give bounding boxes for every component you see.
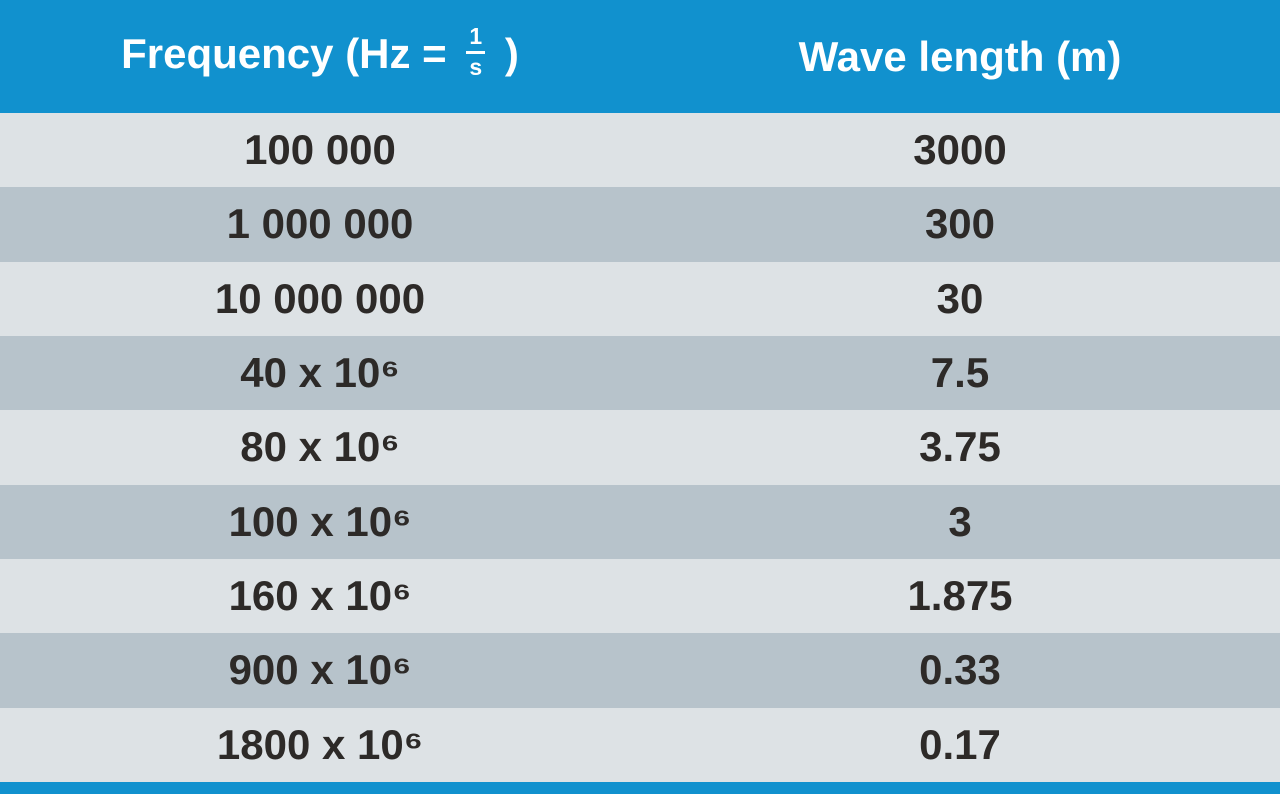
table-header: Frequency (Hz = 1 s ) Wave length (m) [0, 0, 1280, 113]
table-row: 100 000 3000 [0, 113, 1280, 188]
one-over-s-fraction: 1 s [466, 24, 486, 80]
frequency-cell: 100 x 10⁶ [228, 497, 412, 545]
wavelength-cell: 3 [948, 497, 972, 545]
table-row: 10 000 000 30 [0, 261, 1280, 336]
frequency-cell: 160 x 10⁶ [228, 572, 412, 620]
table-row: 160 x 10⁶ 1.875 [0, 558, 1280, 634]
frequency-header-suffix: ) [504, 29, 519, 77]
wavelength-cell: 1.875 [907, 572, 1013, 620]
table-row: 1 000 000 300 [0, 187, 1280, 262]
wavelength-cell: 0.33 [919, 646, 1001, 694]
wavelength-cell: 7.5 [930, 349, 990, 397]
wavelength-cell: 0.17 [919, 720, 1001, 768]
wavelength-cell: 3000 [913, 126, 1007, 174]
frequency-cell: 80 x 10⁶ [240, 423, 400, 471]
wavelength-cell: 300 [924, 200, 996, 248]
frequency-column-header: Frequency (Hz = 1 s ) [0, 24, 640, 84]
table-row: 80 x 10⁶ 3.75 [0, 410, 1280, 485]
frequency-cell: 10 000 000 [214, 274, 426, 322]
table-row: 900 x 10⁶ 0.33 [0, 633, 1280, 708]
frequency-cell: 900 x 10⁶ [228, 646, 412, 694]
frequency-cell: 1800 x 10⁶ [216, 720, 424, 768]
wavelength-cell: 3.75 [919, 423, 1001, 471]
frequency-header-text: Frequency (Hz = [121, 29, 447, 77]
wavelength-column-header: Wave length (m) [798, 32, 1122, 80]
table-row: 1800 x 10⁶ 0.17 [0, 707, 1280, 782]
bottom-accent-bar [0, 782, 1280, 794]
frequency-cell: 1 000 000 [226, 200, 414, 248]
table-row: 40 x 10⁶ 7.5 [0, 335, 1280, 411]
wavelength-cell: 30 [936, 274, 984, 322]
frequency-cell: 40 x 10⁶ [240, 349, 400, 397]
table-body: 100 000 3000 1 000 000 300 10 000 000 30… [0, 113, 1280, 782]
frequency-cell: 100 000 [244, 126, 396, 174]
fraction-denominator: s [469, 53, 483, 80]
fraction-numerator: 1 [466, 24, 486, 54]
table-row: 100 x 10⁶ 3 [0, 484, 1280, 559]
